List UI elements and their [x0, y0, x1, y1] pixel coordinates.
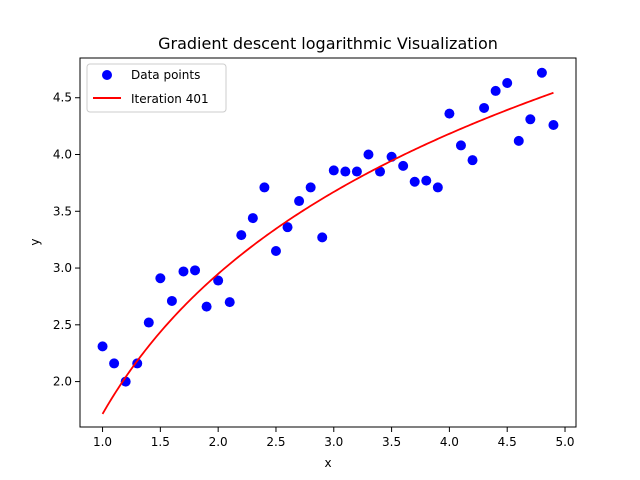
scatter-point — [363, 149, 374, 160]
y-tick-label: 4.0 — [53, 148, 72, 162]
scatter-point — [351, 166, 362, 177]
y-tick-label: 2.5 — [53, 318, 72, 332]
scatter-point — [143, 317, 154, 328]
scatter-point — [190, 265, 201, 276]
scatter-point — [536, 67, 547, 78]
y-axis-label: y — [28, 238, 42, 245]
chart-title: Gradient descent logarithmic Visualizati… — [158, 34, 498, 53]
legend-iteration-label: Iteration 401 — [131, 92, 209, 106]
plot-area — [79, 57, 577, 428]
y-tick-label: 2.0 — [53, 375, 72, 389]
scatter-point — [432, 182, 443, 193]
scatter-point — [270, 246, 281, 257]
scatter-point — [132, 358, 143, 369]
y-tick-label: 4.5 — [53, 91, 72, 105]
scatter-point — [409, 176, 420, 187]
scatter-point — [455, 140, 466, 151]
plot-frame — [79, 57, 577, 428]
y-axis: 2.0 2.5 3.0 3.5 4.0 4.5 — [53, 91, 80, 389]
legend-data-points-marker — [102, 70, 112, 80]
scatter-point — [109, 358, 120, 369]
scatter-point — [201, 301, 212, 312]
x-tick-label: 2.0 — [209, 435, 228, 449]
scatter-point — [282, 222, 293, 233]
series-layer — [97, 67, 559, 415]
scatter-point — [490, 85, 501, 96]
scatter-point — [467, 155, 478, 166]
x-axis: 1.0 1.5 2.0 2.5 3.0 3.5 4.0 4.5 5.0 — [93, 427, 575, 449]
scatter-point — [247, 213, 258, 224]
scatter-point — [155, 273, 166, 284]
y-tick-label: 3.5 — [53, 204, 72, 218]
legend-frame — [86, 63, 227, 113]
scatter-point — [294, 196, 305, 207]
scatter-point — [213, 275, 224, 286]
scatter-point — [548, 119, 559, 130]
scatter-point — [166, 295, 177, 306]
scatter-point — [502, 77, 513, 88]
scatter-point — [398, 160, 409, 171]
x-tick-label: 1.0 — [93, 435, 112, 449]
scatter-point — [120, 376, 131, 387]
x-tick-label: 4.5 — [498, 435, 517, 449]
y-tick-label: 3.0 — [53, 261, 72, 275]
scatter-point — [317, 232, 328, 243]
x-tick-label: 4.0 — [440, 435, 459, 449]
scatter-point — [525, 114, 536, 125]
scatter-point — [479, 102, 490, 113]
x-tick-label: 3.5 — [382, 435, 401, 449]
x-tick-label: 1.5 — [151, 435, 170, 449]
legend: Data points Iteration 401 — [86, 63, 227, 113]
scatter-point — [224, 297, 235, 308]
scatter-point — [328, 165, 339, 176]
scatter-point — [236, 230, 247, 241]
scatter-point — [421, 175, 432, 186]
x-tick-label: 2.5 — [266, 435, 285, 449]
scatter-point — [259, 182, 270, 193]
scatter-point — [444, 108, 455, 119]
scatter-point — [305, 182, 316, 193]
scatter-point — [375, 166, 386, 177]
x-axis-label: x — [324, 456, 331, 470]
fit-line — [101, 91, 554, 415]
scatter-point — [513, 135, 524, 146]
x-tick-label: 5.0 — [555, 435, 574, 449]
scatter-point — [97, 341, 108, 352]
x-tick-label: 3.0 — [324, 435, 343, 449]
scatter-point — [340, 166, 351, 177]
legend-data-points-label: Data points — [131, 68, 200, 82]
scatter-point — [178, 266, 189, 277]
